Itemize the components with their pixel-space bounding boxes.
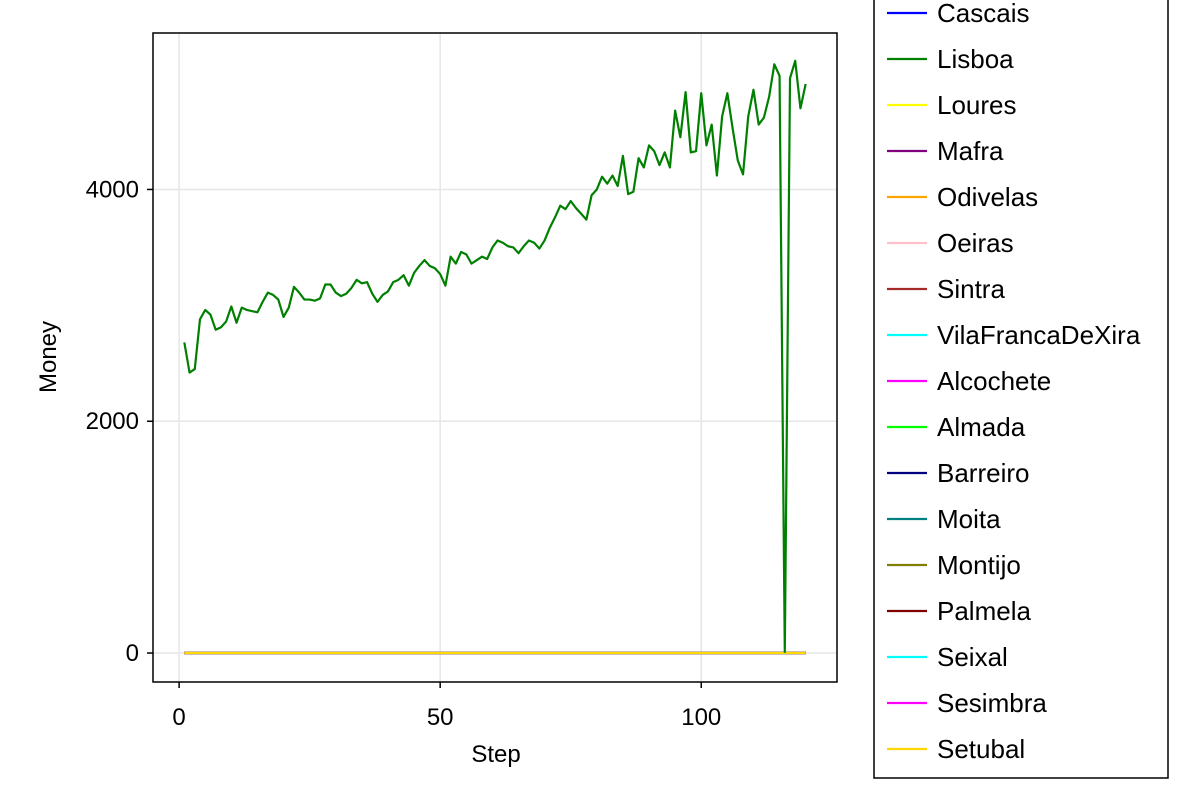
legend-label-sesimbra: Sesimbra bbox=[937, 688, 1047, 718]
y-tick-label: 4000 bbox=[86, 176, 139, 203]
legend-frame bbox=[873, 0, 1169, 779]
legend-label-cascais: Cascais bbox=[937, 0, 1029, 28]
y-axis-ticks: 0 2000 4000 bbox=[86, 176, 153, 667]
legend-label-moita: Moita bbox=[937, 504, 1001, 534]
x-axis-title: Step bbox=[471, 741, 520, 768]
legend-label-loures: Loures bbox=[937, 90, 1017, 120]
x-axis-ticks: 0 50 100 bbox=[172, 682, 721, 731]
legend-label-mafra: Mafra bbox=[937, 136, 1004, 166]
series-line-lisboa bbox=[183, 59, 807, 653]
series-lines bbox=[183, 59, 807, 655]
legend-label-odivelas: Odivelas bbox=[937, 182, 1038, 212]
legend-label-sintra: Sintra bbox=[937, 274, 1005, 304]
legend-label-barreiro: Barreiro bbox=[937, 458, 1029, 488]
legend-items: Cascais Lisboa Loures Mafra Odivelas Oeiras Si… bbox=[887, 0, 1141, 764]
y-tick-label: 2000 bbox=[86, 408, 139, 435]
y-tick-label: 0 bbox=[126, 640, 139, 667]
x-tick-label: 0 bbox=[172, 704, 185, 731]
plot-frame bbox=[152, 32, 838, 683]
legend-label-alcochete: Alcochete bbox=[937, 366, 1051, 396]
x-tick-label: 50 bbox=[427, 704, 454, 731]
grid-lines bbox=[153, 33, 837, 682]
x-tick-label: 100 bbox=[681, 704, 721, 731]
legend-label-vilafrancadexira: VilaFrancaDeXira bbox=[937, 320, 1141, 350]
legend-label-almada: Almada bbox=[937, 412, 1026, 442]
y-axis-title: Money bbox=[35, 321, 62, 393]
legend-label-setubal: Setubal bbox=[937, 734, 1025, 764]
legend-label-seixal: Seixal bbox=[937, 642, 1008, 672]
legend-label-lisboa: Lisboa bbox=[937, 44, 1014, 74]
legend-label-montijo: Montijo bbox=[937, 550, 1021, 580]
legend-label-palmela: Palmela bbox=[937, 596, 1031, 626]
legend: Cascais Lisboa Loures Mafra Odivelas Oeiras Si… bbox=[873, 0, 1169, 779]
legend-label-oeiras: Oeiras bbox=[937, 228, 1014, 258]
